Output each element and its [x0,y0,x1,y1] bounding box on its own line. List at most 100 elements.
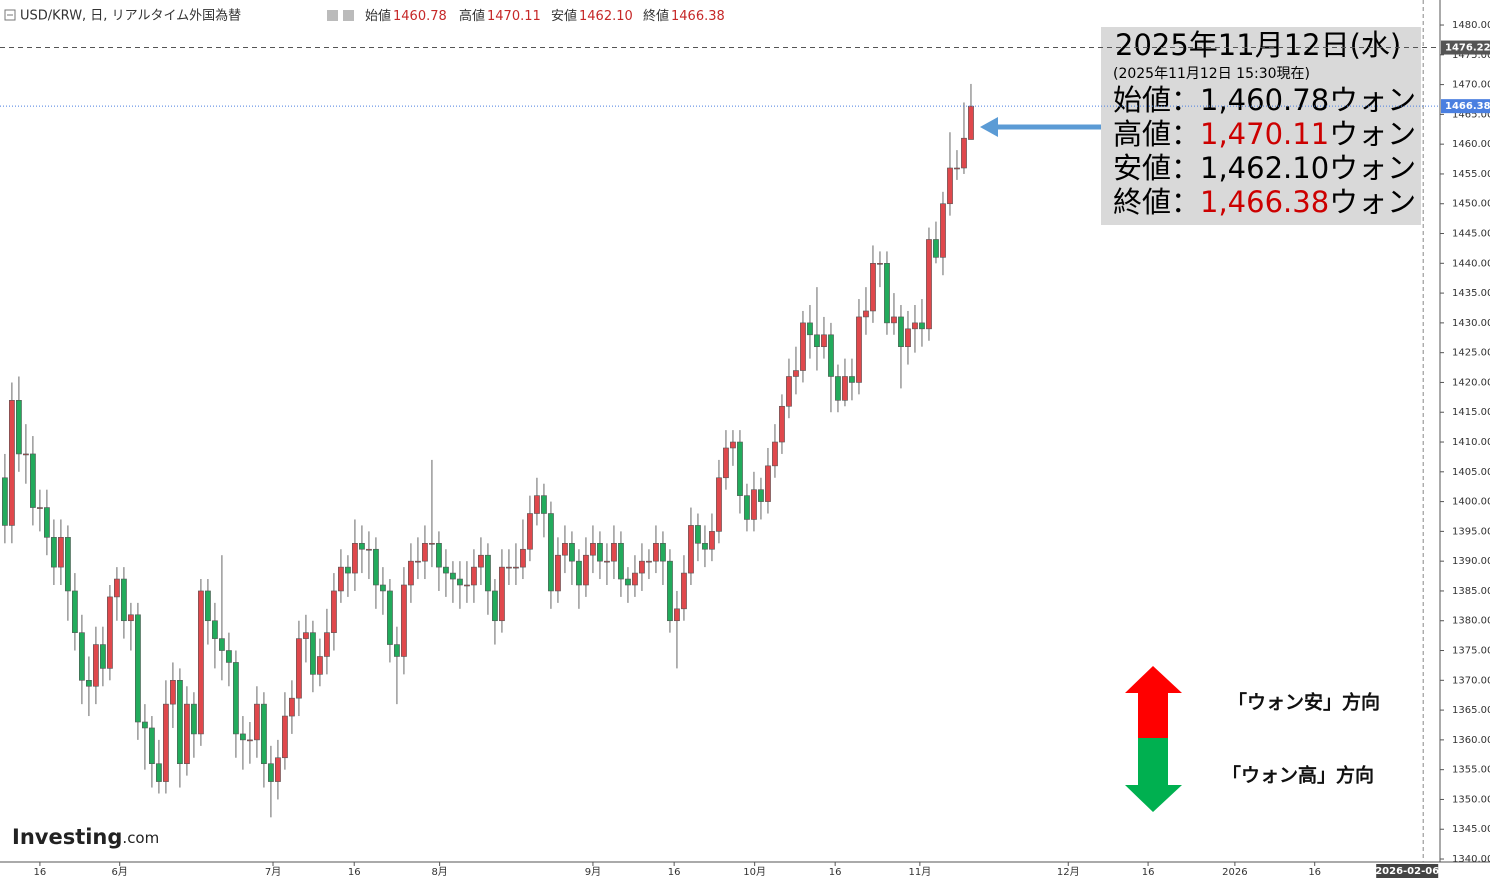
candle-body [618,542,624,580]
candle-body [268,763,274,782]
candle-body [646,560,652,563]
candle-body [513,566,519,569]
candle-body [114,578,120,598]
candle-body [590,542,596,556]
candle-body [919,322,925,330]
candle-body [898,316,904,348]
y-tick-label: 1410.00 [1452,437,1490,448]
candle-body [338,566,344,592]
candle-body [415,560,421,563]
candle-body [891,316,897,324]
candle-body [394,644,400,657]
candle-body [548,513,554,592]
x-tick-label: 16 [348,867,361,878]
candle-body [562,542,568,556]
candle-body [751,489,757,520]
info-value: 1,470.11 [1200,117,1329,151]
candle-body [16,400,22,455]
ohlc-header: 始値 1460.78 高値 1470.11 安値 1462.10 終値 1466.38 [365,8,725,24]
y-tick-label: 1460.00 [1452,139,1490,150]
collapse-icon[interactable] [4,9,16,21]
candle-body [310,632,316,675]
candle-body [366,548,372,551]
y-tick-label: 1455.00 [1452,169,1490,180]
candle-body [191,703,197,735]
candle-body [177,680,183,765]
y-tick-label: 1380.00 [1452,616,1490,627]
info-date: 2025年11月12日(水) [1115,28,1401,62]
x-tick-label: 9月 [585,866,601,878]
candle-body [261,703,267,765]
candle-body [275,757,281,782]
candle-body [387,590,393,645]
y-tick-label: 1370.00 [1452,675,1490,686]
close-icon[interactable] [343,10,354,21]
y-tick-label: 1470.00 [1452,80,1490,91]
candle-body [464,584,470,587]
x-tick-label: 16 [34,867,47,878]
candle-body [639,560,645,574]
candle-body [772,441,778,467]
candle-body [520,548,526,568]
candle-body [723,447,729,479]
info-box [1101,27,1421,225]
candle-body [961,137,967,169]
settings-icon[interactable] [327,10,338,21]
y-tick-label: 1430.00 [1452,318,1490,329]
candle-body [905,328,911,348]
candle-body [205,590,211,622]
candle-body [681,572,687,610]
price-label: 1466.38 [1445,101,1490,112]
info-row: 高値：1,470.11ウォン [1113,117,1416,151]
candle-body [863,310,869,318]
candle-body [884,263,890,324]
candle-body [23,453,29,456]
y-tick-label: 1365.00 [1452,705,1490,716]
candle-body [450,572,456,580]
candle-body [86,680,92,687]
candle-body [835,376,841,401]
candle-body [121,578,127,622]
candle-body [849,376,855,383]
x-tick-label: 10月 [743,866,766,878]
candle-body [492,590,498,622]
candle-body [555,554,561,592]
candle-body [100,644,106,669]
candle-body [289,697,295,717]
info-label: 安値： [1113,151,1200,185]
candle-body [233,662,239,735]
candle-body [737,441,743,496]
price-label: 1476.22 [1445,43,1490,54]
crosshair-label-box [1376,864,1439,878]
candle-body [429,542,435,545]
candle-body [380,584,386,592]
candle-body [9,400,15,526]
x-tick-label: 12月 [1057,866,1080,878]
candle-body [597,542,603,562]
candle-body [940,203,946,258]
info-unit: ウォン [1329,83,1416,117]
info-note: (2025年11月12日 15:30現在) [1113,66,1310,82]
ohlc-label: 始値 [365,8,391,24]
info-unit: ウォン [1329,185,1416,219]
candle-body [912,322,918,330]
candle-body [702,542,708,550]
candle-body [716,477,722,532]
price-label-box [1441,40,1490,55]
candle-body [401,584,407,657]
y-tick-label: 1345.00 [1452,824,1490,835]
x-tick-label: 16 [1308,867,1321,878]
y-tick-label: 1415.00 [1452,407,1490,418]
plot [2,83,974,818]
candle-body [471,566,477,586]
pointer-arrow-head [980,117,998,137]
y-tick-label: 1445.00 [1452,229,1490,240]
candle-body [730,441,736,449]
candle-body [667,560,673,622]
info-label: 終値： [1113,185,1200,219]
candle-body [254,703,260,741]
info-unit: ウォン [1329,117,1416,151]
candle-body [877,263,883,265]
